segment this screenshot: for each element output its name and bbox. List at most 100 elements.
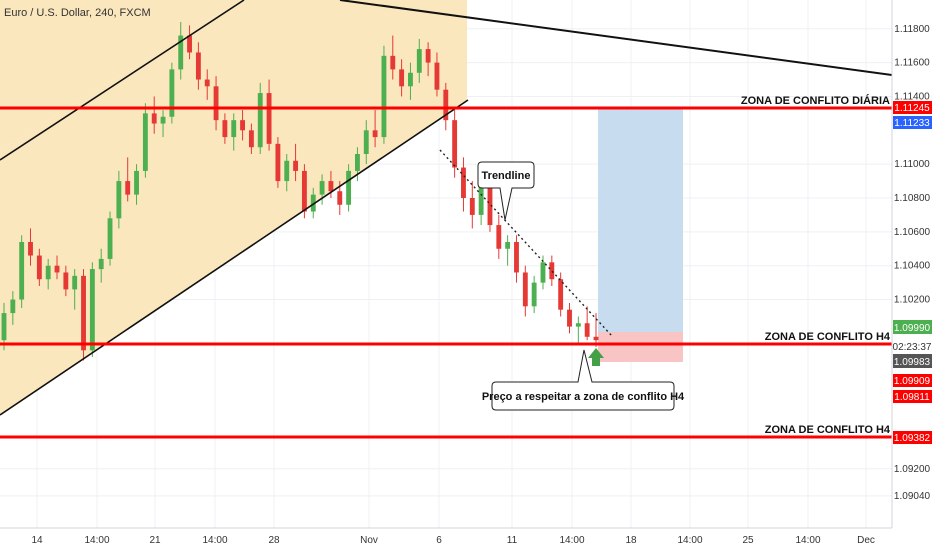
candle-body bbox=[514, 242, 519, 273]
channel-upper-line[interactable] bbox=[0, 0, 245, 161]
candle-body bbox=[399, 69, 405, 87]
candle-body bbox=[151, 113, 157, 124]
candle-body bbox=[337, 191, 343, 205]
x-tick-label: 28 bbox=[268, 535, 280, 546]
candle-body bbox=[275, 143, 281, 182]
price-tag-daily: 1.11245 bbox=[893, 101, 932, 114]
candle-body bbox=[434, 62, 440, 90]
trendline-callout[interactable]: Trendline bbox=[477, 161, 535, 221]
x-tick-label: 18 bbox=[625, 535, 637, 546]
candle-body bbox=[487, 187, 493, 226]
y-tick-label: 1.09200 bbox=[894, 464, 931, 475]
candle-body bbox=[355, 154, 360, 171]
candle-body bbox=[19, 242, 25, 300]
candle-body bbox=[204, 79, 210, 87]
price-tag-level-2: 1.09983 bbox=[893, 354, 932, 368]
candle-body bbox=[363, 130, 369, 154]
candle-body bbox=[125, 181, 131, 195]
price-tag-level-3: 1.09909 bbox=[893, 374, 932, 387]
trendline-callout-text: Trendline bbox=[482, 170, 531, 182]
candle-body bbox=[478, 187, 484, 215]
price-tag-level-2-text: 1.09983 bbox=[894, 357, 931, 368]
x-tick-label: Dec bbox=[857, 535, 875, 546]
price-tag-current: 1.09990 02:23:37 bbox=[893, 320, 932, 353]
candle-body bbox=[328, 181, 334, 192]
candle-body bbox=[134, 170, 139, 195]
x-tick-label: 14:00 bbox=[795, 535, 820, 546]
price-axis[interactable]: 1.11800 1.11600 1.11400 1.11000 1.10800 1.106… bbox=[894, 24, 931, 502]
price-tag-level-4-text: 1.09811 bbox=[894, 392, 930, 403]
channel-fill bbox=[0, 0, 467, 415]
channel-lower-line[interactable] bbox=[0, 99, 469, 416]
y-tick-label: 1.10600 bbox=[894, 227, 931, 238]
x-tick-label: 14:00 bbox=[202, 535, 227, 546]
y-tick-label: 1.10800 bbox=[894, 193, 931, 204]
price-tag-level-3-text: 1.09909 bbox=[894, 376, 931, 387]
candle-body bbox=[266, 93, 272, 144]
daily-zone-label: ZONA DE CONFLITO DIÁRIA bbox=[741, 94, 890, 107]
candle-body bbox=[72, 275, 78, 290]
candle-body bbox=[425, 49, 431, 63]
candle-body bbox=[461, 167, 466, 198]
candle-body bbox=[63, 272, 69, 290]
candlestick-series bbox=[1, 22, 599, 361]
candle-body bbox=[593, 336, 599, 341]
x-tick-label: 14:00 bbox=[677, 535, 702, 546]
buy-arrow-icon bbox=[588, 348, 604, 366]
symbol-title: Euro / U.S. Dollar, 240, FXCM bbox=[4, 7, 151, 19]
candle-body bbox=[416, 49, 422, 73]
candle-body bbox=[558, 279, 564, 310]
candle-body bbox=[549, 262, 555, 280]
candle-body bbox=[45, 265, 51, 280]
descending-trendline[interactable] bbox=[339, 0, 893, 76]
candle-body bbox=[469, 198, 475, 215]
candle-body bbox=[408, 72, 413, 87]
candle-body bbox=[452, 120, 458, 168]
target-zone-box[interactable] bbox=[598, 108, 683, 332]
candle-body bbox=[98, 258, 104, 270]
candle-body bbox=[1, 313, 7, 341]
candle-body bbox=[531, 282, 537, 307]
x-tick-label: 25 bbox=[742, 535, 754, 546]
price-tag-level-1: 1.11233 bbox=[893, 116, 932, 129]
candle-body bbox=[240, 120, 245, 131]
time-axis[interactable]: 14 14:00 21 14:00 28 Nov 6 11 14:00 18 14:00 25 14:0… bbox=[31, 535, 874, 546]
x-tick-label: 14 bbox=[31, 535, 43, 546]
candle-body bbox=[390, 55, 396, 70]
respect-callout-text: Preço a respeitar a zona de conflito H4 bbox=[482, 391, 685, 403]
candle-body bbox=[575, 323, 581, 327]
price-tag-daily-text: 1.11245 bbox=[894, 103, 930, 114]
candle-body bbox=[319, 181, 325, 195]
price-axis-background bbox=[892, 0, 932, 550]
candle-body bbox=[540, 262, 546, 283]
candle-body bbox=[284, 160, 290, 182]
countdown-text: 02:23:37 bbox=[893, 342, 932, 353]
candle-body bbox=[257, 93, 263, 148]
candle-body bbox=[505, 242, 511, 249]
candle-body bbox=[213, 86, 219, 121]
trendline-callout-bubble bbox=[477, 161, 535, 221]
respect-callout-bubble bbox=[491, 349, 675, 411]
respect-zone-callout[interactable]: Preço a respeitar a zona de conflito H4 bbox=[482, 349, 685, 411]
candle-body bbox=[496, 225, 502, 249]
candle-body bbox=[178, 35, 184, 70]
y-tick-label: 1.10200 bbox=[894, 295, 931, 306]
y-tick-label: 1.11600 bbox=[894, 58, 930, 69]
candle-body bbox=[443, 89, 449, 121]
candle-body bbox=[36, 255, 42, 280]
x-tick-label: Nov bbox=[360, 535, 378, 546]
candle-body bbox=[169, 69, 175, 117]
dotted-trendline[interactable] bbox=[439, 149, 613, 337]
x-tick-label: 11 bbox=[507, 535, 518, 546]
candle-body bbox=[310, 194, 316, 212]
price-tag-lower-zone: 1.09382 bbox=[893, 431, 932, 444]
y-tick-label: 1.11000 bbox=[894, 159, 930, 170]
stop-zone-box[interactable] bbox=[598, 332, 683, 362]
candle-body bbox=[116, 181, 122, 219]
x-tick-label: 6 bbox=[436, 535, 442, 546]
x-tick-label: 14:00 bbox=[84, 535, 109, 546]
price-tag-level-4: 1.09811 bbox=[893, 390, 932, 403]
y-tick-label: 1.11800 bbox=[894, 24, 930, 35]
